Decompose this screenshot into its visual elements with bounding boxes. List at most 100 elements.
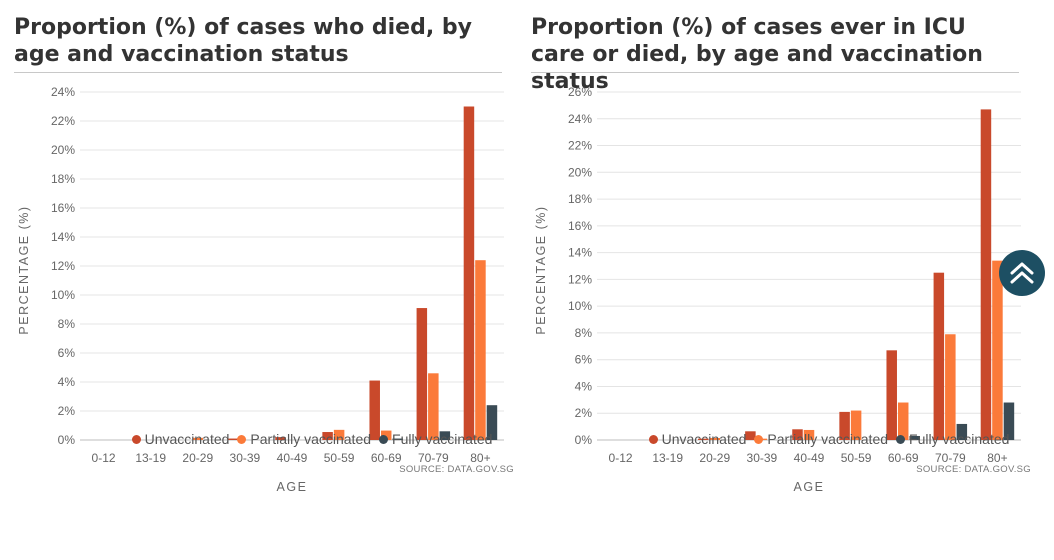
x-tick-label: 60-69 — [888, 451, 919, 465]
x-tick-label: 20-29 — [699, 451, 730, 465]
x-tick-label: 20-29 — [182, 451, 213, 465]
legend-swatch-partially-vaccinated — [754, 434, 764, 444]
bar-partially-vaccinated-20-29 — [709, 437, 721, 440]
x-tick-label: 50-59 — [841, 451, 872, 465]
x-axis-label: AGE — [794, 480, 825, 494]
legend-swatch-fully-vaccinated — [896, 434, 906, 444]
legend-label: Fully vaccinated — [909, 431, 1010, 447]
y-tick-label: 6% — [58, 346, 76, 360]
legend-label: Fully vaccinated — [392, 431, 493, 447]
bar-partially-vaccinated-70-79 — [428, 373, 439, 440]
x-tick-label: 60-69 — [371, 451, 402, 465]
bar-unvaccinated-40-49 — [275, 437, 286, 440]
bar-chart-deaths: 0% 2% 4% 6% 8% 10% 12% 14% 16% 18% 20% 22% 24% 0-12 13… — [17, 85, 504, 494]
bar-unvaccinated-80+ — [980, 109, 992, 441]
bar-fully-vaccinated-70-79 — [439, 431, 451, 440]
bar-partially-vaccinated-50-59 — [333, 429, 345, 440]
bar-fully-vaccinated-70-79 — [956, 423, 968, 440]
bar-fully-vaccinated-80+ — [486, 405, 498, 440]
y-tick-label: 16% — [51, 201, 75, 215]
legend-item-unvaccinated: Unvaccinated — [131, 431, 230, 447]
bar-unvaccinated-50-59 — [322, 432, 333, 440]
y-tick-label: 24% — [568, 112, 592, 126]
y-tick-label: 16% — [568, 219, 592, 233]
y-tick-label: 22% — [568, 139, 592, 153]
legend-item-partially-vaccinated: Partially vaccinated — [754, 431, 888, 447]
y-axis-label: PERCENTAGE (%) — [534, 205, 548, 334]
y-tick-label: 10% — [568, 299, 592, 313]
legend-swatch-unvaccinated — [648, 434, 658, 444]
y-tick-label: 20% — [568, 165, 592, 179]
bar-partially-vaccinated-60-69 — [897, 402, 909, 440]
x-tick-label: 80+ — [987, 451, 1007, 465]
y-tick-label: 10% — [51, 288, 75, 302]
bar-partially-vaccinated-40-49 — [803, 429, 815, 440]
bar-fully-vaccinated-80+ — [1003, 402, 1015, 440]
legend-label: Partially vaccinated — [250, 431, 372, 447]
bar-unvaccinated-60-69 — [369, 380, 380, 440]
bar-unvaccinated-40-49 — [792, 429, 803, 440]
y-tick-label: 14% — [568, 246, 592, 260]
bar-unvaccinated-30-39 — [745, 431, 756, 440]
bar-fully-vaccinated-60-69 — [392, 438, 403, 440]
y-tick-label: 4% — [575, 379, 593, 393]
bar-partially-vaccinated-20-29 — [192, 437, 204, 440]
x-tick-label: 13-19 — [652, 451, 683, 465]
y-tick-label: 12% — [568, 272, 592, 286]
bar-unvaccinated-70-79 — [933, 272, 945, 440]
bar-chart-icu-or-died: 0% 2% 4% 6% 8% 10% 12% 14% 16% 18% 20% 22% 24% 26% 0-1… — [534, 85, 1021, 494]
chart-legend: Unvaccinated Partially vaccinated Fully … — [112, 430, 512, 448]
legend-item-partially-vaccinated: Partially vaccinated — [237, 431, 371, 447]
y-tick-label: 0% — [58, 433, 76, 447]
bar-partially-vaccinated-70-79 — [945, 334, 956, 440]
y-tick-label: 8% — [58, 317, 76, 331]
y-tick-label: 0% — [575, 433, 593, 447]
legend-item-unvaccinated: Unvaccinated — [648, 431, 747, 447]
y-tick-label: 2% — [58, 404, 76, 418]
x-tick-label: 80+ — [470, 451, 490, 465]
y-tick-label: 18% — [568, 192, 592, 206]
y-tick-label: 26% — [568, 85, 592, 99]
x-tick-label: 0-12 — [92, 451, 116, 465]
y-tick-label: 20% — [51, 143, 75, 157]
x-tick-label: 30-39 — [230, 451, 261, 465]
x-tick-label: 70-79 — [418, 451, 449, 465]
legend-swatch-fully-vaccinated — [379, 434, 389, 444]
bar-unvaccinated-50-59 — [839, 411, 850, 440]
y-axis-label: PERCENTAGE (%) — [17, 205, 31, 334]
title-divider — [531, 72, 1019, 73]
chart-panel-icu-or-died: Proportion (%) of cases ever in ICU care… — [529, 0, 1039, 560]
legend-item-fully-vaccinated: Fully vaccinated — [896, 431, 1009, 447]
chart-title: Proportion (%) of cases ever in ICU care… — [531, 15, 983, 94]
x-tick-label: 40-49 — [794, 451, 825, 465]
y-tick-label: 14% — [51, 230, 75, 244]
x-tick-label: 50-59 — [324, 451, 355, 465]
bar-unvaccinated-80+ — [463, 106, 475, 440]
bar-unvaccinated-60-69 — [886, 350, 897, 440]
x-tick-label: 13-19 — [135, 451, 166, 465]
x-tick-label: 40-49 — [277, 451, 308, 465]
double-chevron-up-icon — [1010, 262, 1034, 284]
bar-unvaccinated-30-39 — [228, 438, 239, 440]
bar-partially-vaccinated-50-59 — [850, 410, 862, 440]
y-tick-label: 6% — [575, 353, 593, 367]
legend-label: Unvaccinated — [661, 431, 747, 447]
x-tick-label: 0-12 — [609, 451, 633, 465]
chart-title: Proportion (%) of cases who died, by age… — [14, 15, 472, 67]
y-tick-label: 18% — [51, 172, 75, 186]
chart-panel-deaths: Proportion (%) of cases who died, by age… — [12, 0, 522, 560]
source-note: SOURCE: DATA.GOV.SG — [916, 464, 1031, 475]
bar-partially-vaccinated-80+ — [475, 260, 486, 440]
legend-label: Unvaccinated — [144, 431, 230, 447]
legend-swatch-partially-vaccinated — [237, 434, 247, 444]
y-tick-label: 4% — [58, 375, 76, 389]
y-tick-label: 22% — [51, 114, 75, 128]
legend-item-fully-vaccinated: Fully vaccinated — [379, 431, 492, 447]
legend-label: Partially vaccinated — [767, 431, 889, 447]
title-divider — [14, 72, 502, 73]
y-tick-label: 24% — [51, 85, 75, 99]
x-axis-label: AGE — [277, 480, 308, 494]
scroll-to-top-button[interactable] — [999, 250, 1045, 296]
bar-fully-vaccinated-60-69 — [909, 435, 920, 440]
y-tick-label: 12% — [51, 259, 75, 273]
